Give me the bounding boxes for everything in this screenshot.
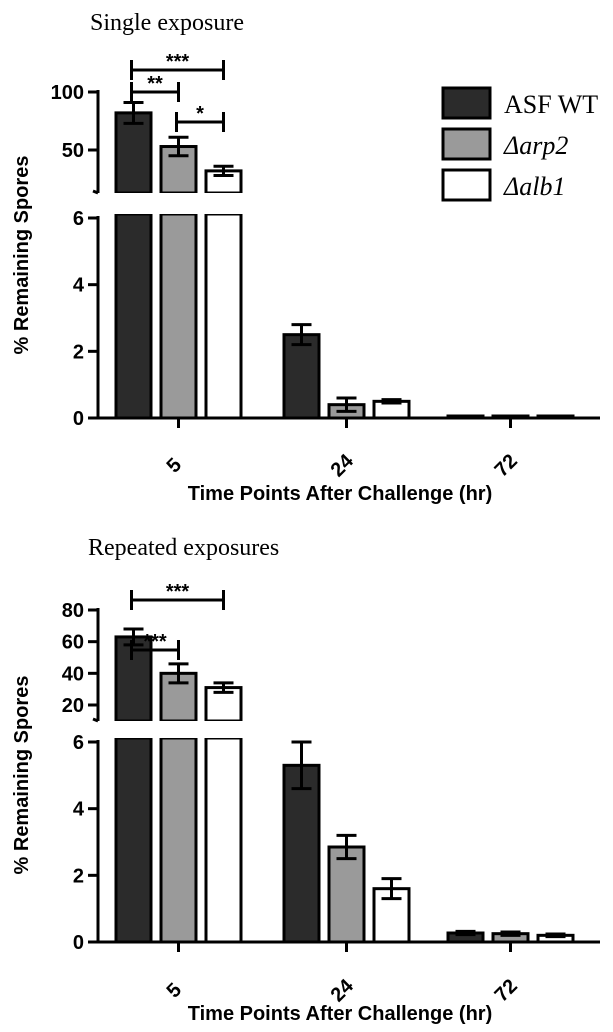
y-axis-label: % Remaining Spores — [11, 676, 33, 875]
x-tick-label: 72 — [491, 450, 522, 481]
y-tick-label: 40 — [62, 663, 84, 685]
bar-24-1 — [282, 333, 321, 420]
y-tick-label: 20 — [62, 695, 84, 717]
x-axis-label: Time Points After Challenge (hr) — [188, 483, 492, 505]
legend-label: Δarp2 — [503, 131, 568, 160]
x-tick-label: 24 — [327, 449, 359, 481]
axis-break-gap — [113, 193, 154, 214]
x-tick-label: 5 — [163, 979, 186, 1002]
y-tick-label: 50 — [62, 140, 84, 162]
bar-5-1-lower — [114, 736, 153, 944]
y-tick-label: 6 — [73, 732, 84, 754]
bar-5-3-lower — [204, 736, 243, 944]
significance-label: *** — [166, 581, 190, 603]
bar-24-2 — [327, 845, 366, 944]
y-tick-label: 60 — [62, 632, 84, 654]
significance-label: ** — [147, 73, 163, 95]
x-axis-label: Time Points After Challenge (hr) — [188, 1003, 492, 1025]
panel-title: Single exposure — [90, 10, 244, 36]
significance-label: * — [196, 103, 204, 125]
y-tick-label: 0 — [73, 932, 84, 954]
axis-break-gap — [158, 193, 199, 214]
bar-24-1 — [282, 763, 321, 944]
axis-break-gap — [203, 193, 244, 214]
y-tick-label: 2 — [73, 341, 84, 363]
bar-5-1-upper — [114, 111, 153, 195]
legend-swatch — [441, 168, 492, 202]
significance-label: *** — [166, 51, 190, 73]
x-tick-label: 72 — [491, 975, 522, 1006]
x-tick-label: 24 — [327, 974, 359, 1006]
axis-break-mark — [92, 189, 99, 195]
axis-break-mark — [92, 717, 99, 723]
x-tick-label: 5 — [163, 454, 186, 477]
legend-swatch — [441, 86, 492, 120]
y-tick-label: 100 — [51, 82, 84, 104]
axis-break-gap — [158, 721, 199, 738]
y-tick-label: 4 — [73, 275, 85, 297]
legend-label: Δalb1 — [503, 172, 565, 201]
significance-label: *** — [143, 631, 167, 653]
y-tick-label: 80 — [62, 600, 84, 622]
axis-break-gap — [203, 721, 244, 738]
legend: ASF WT Δarp2 Δalb1 — [441, 86, 598, 202]
bar-5-2-lower — [159, 212, 198, 420]
y-tick-label: 0 — [73, 408, 84, 430]
y-tick-label: 4 — [73, 799, 85, 821]
legend-label: ASF WT — [504, 90, 598, 119]
y-tick-label: 6 — [73, 208, 84, 230]
bar-5-1-lower — [114, 212, 153, 420]
bar-5-3-lower — [204, 212, 243, 420]
bar-5-2-lower — [159, 736, 198, 944]
y-tick-label: 2 — [73, 865, 84, 887]
y-axis-label: % Remaining Spores — [11, 156, 33, 355]
axis-break-gap — [113, 721, 154, 738]
panel-title: Repeated exposures — [88, 535, 279, 561]
legend-swatch — [441, 127, 492, 161]
